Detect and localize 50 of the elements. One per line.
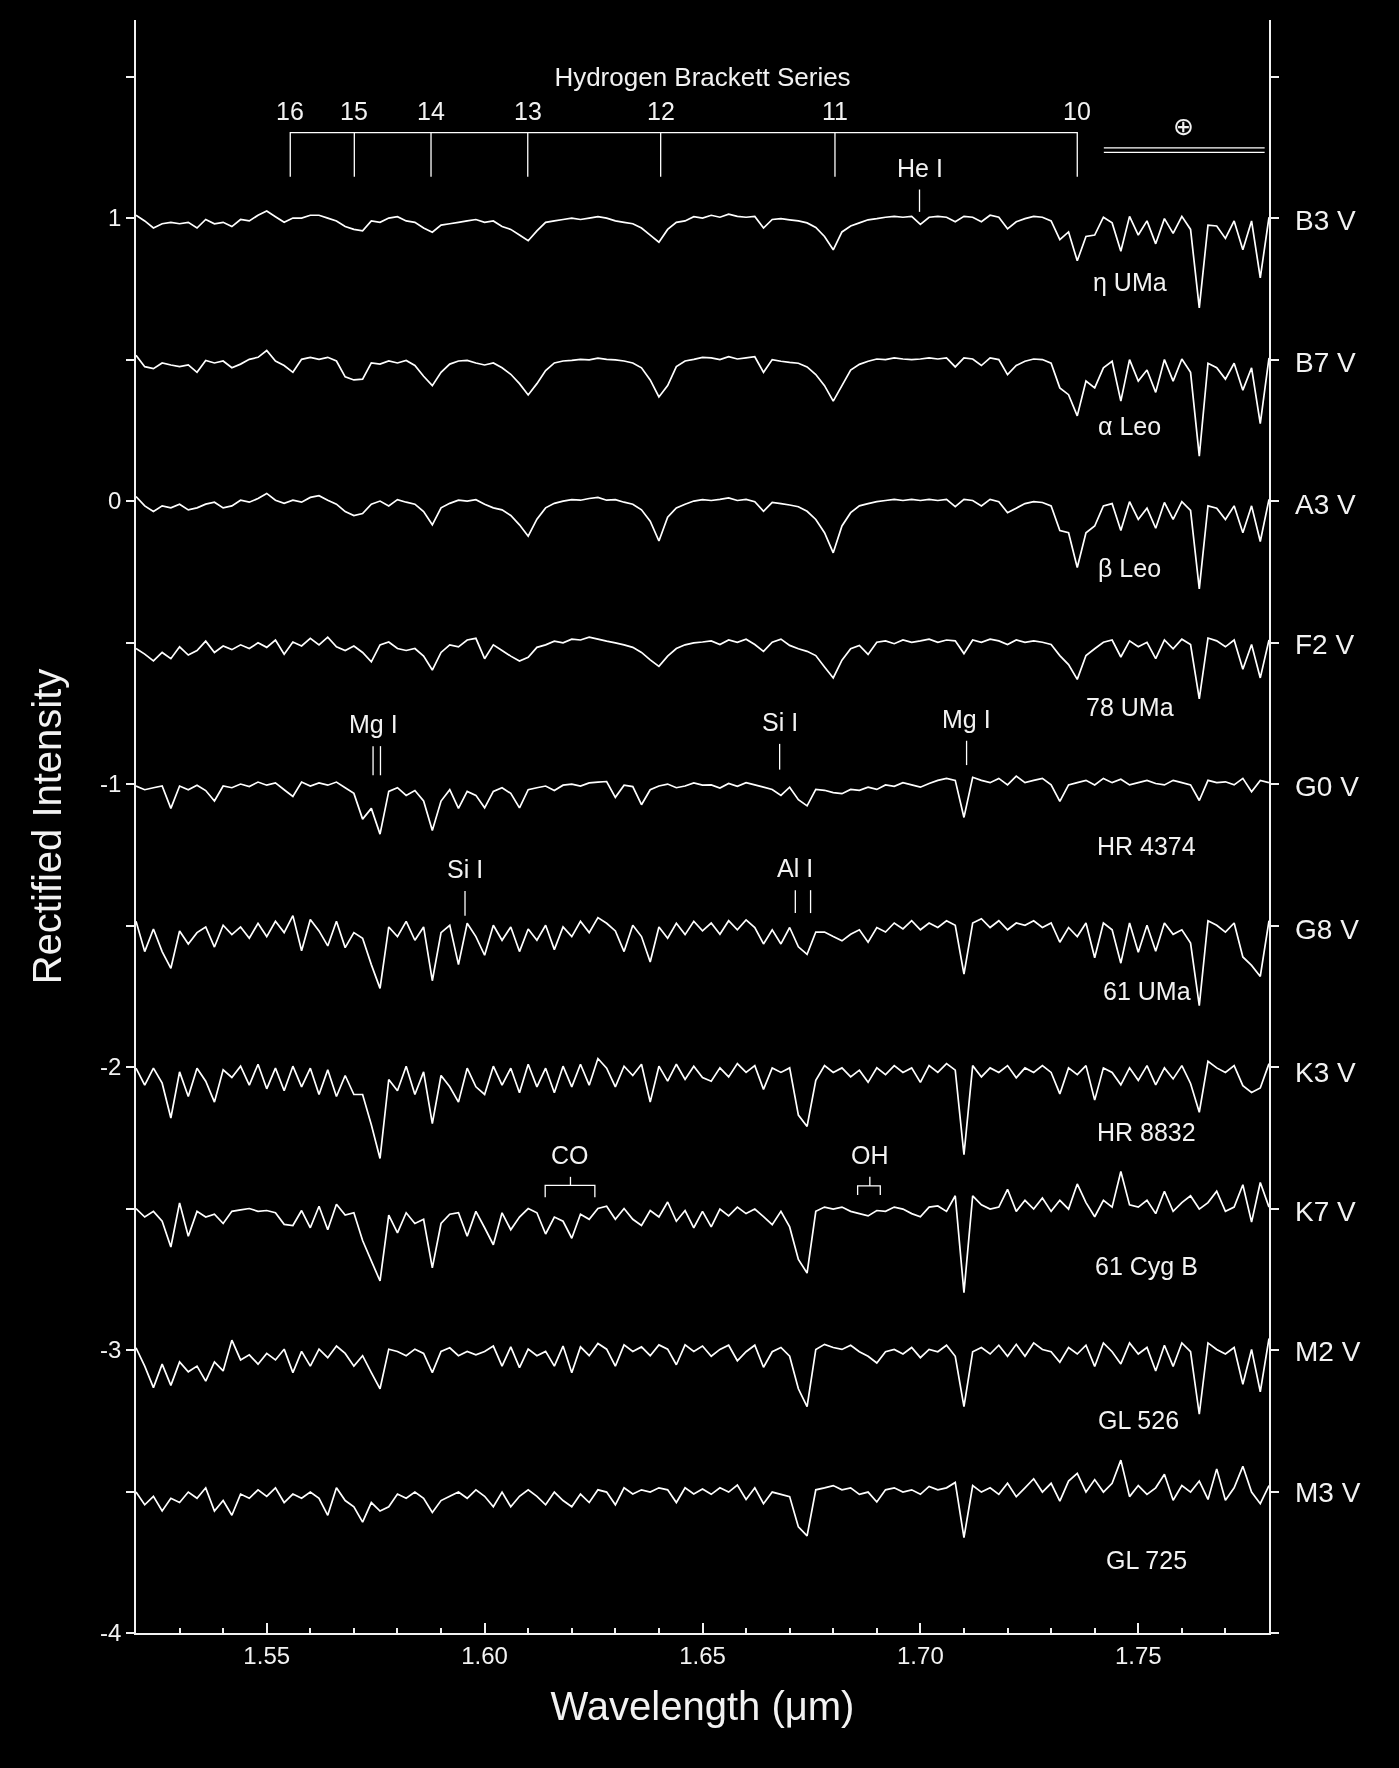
annotation: 14	[417, 97, 445, 125]
annotation: GL 725	[1106, 1546, 1188, 1574]
x-tick-label: 1.65	[679, 1641, 726, 1669]
annotation: Si I	[762, 708, 799, 736]
legend-label: K3 V	[1295, 1057, 1357, 1088]
y-tick-label: -2	[100, 1053, 122, 1081]
annotation: 12	[647, 97, 675, 125]
legend-label: G8 V	[1295, 914, 1360, 945]
x-axis-title: Wavelength (μm)	[550, 1683, 855, 1728]
annotation: Mg I	[942, 705, 991, 733]
annotation: OH	[851, 1141, 889, 1169]
x-tick-label: 1.70	[897, 1641, 944, 1669]
text: Hydrogen Brackett Series	[554, 62, 851, 93]
x-tick-label: 1.75	[1114, 1641, 1162, 1669]
legend-label: G0 V	[1295, 771, 1360, 802]
annotation: 61 UMa	[1103, 977, 1191, 1005]
annotation: 78 UMa	[1086, 693, 1174, 721]
annotation: He I	[897, 154, 943, 182]
legend-label: M3 V	[1295, 1477, 1361, 1508]
annotation: Al I	[777, 854, 814, 882]
y-tick-label: 1	[108, 204, 122, 232]
y-tick-label: -3	[100, 1336, 122, 1364]
legend-label: B7 V	[1295, 347, 1357, 378]
annotation: Si I	[447, 855, 484, 883]
annotation: η UMa	[1093, 268, 1167, 296]
annotation: CO	[551, 1141, 589, 1169]
annotation: 15	[340, 97, 368, 125]
annotation: 16	[276, 97, 304, 125]
annotation: 13	[514, 97, 542, 125]
y-tick-label: 0	[108, 487, 122, 515]
legend-label: F2 V	[1295, 629, 1355, 660]
annotation: HR 4374	[1097, 832, 1196, 860]
annotation: β Leo	[1098, 554, 1162, 582]
legend-label: M2 V	[1295, 1336, 1361, 1367]
annotation: 61 Cyg B	[1095, 1252, 1198, 1280]
annotation: ⊕	[1173, 112, 1194, 140]
annotation: α Leo	[1098, 412, 1162, 440]
y-axis-title: Rectified Intensity	[25, 668, 70, 985]
annotation: HR 8832	[1097, 1118, 1196, 1146]
annotation: GL 526	[1098, 1406, 1180, 1434]
y-tick-label: -4	[100, 1619, 122, 1647]
legend-label: B3 V	[1295, 205, 1357, 236]
x-tick-label: 1.55	[243, 1641, 291, 1669]
annotation: Mg I	[349, 710, 398, 738]
legend-label: K7 V	[1295, 1196, 1357, 1227]
legend-label: A3 V	[1295, 489, 1357, 520]
y-tick-label: -1	[100, 770, 122, 798]
annotation: 11	[822, 97, 848, 125]
x-tick-label: 1.60	[461, 1641, 508, 1669]
annotation: 10	[1063, 97, 1091, 125]
